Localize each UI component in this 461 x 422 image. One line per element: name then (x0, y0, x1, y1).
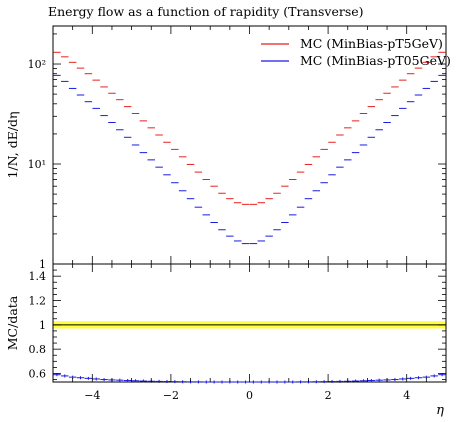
ratio-axis-label: MC/data (5, 295, 20, 350)
y-axis-label: 1/N, dE/dη (5, 111, 20, 178)
y-tick-label: 10² (28, 58, 46, 71)
ratio-tick-label: 0.8 (29, 343, 47, 356)
x-tick-label: 2 (325, 389, 332, 402)
ratio-tick-label: 0.6 (29, 367, 47, 380)
x-tick-label: 4 (403, 389, 410, 402)
axis-ticks: −4 −2 0 2 4 1 10¹ 10² 0.6 0.8 1 1.2 1.4 (28, 26, 447, 402)
x-tick-label: 0 (246, 389, 253, 402)
chart-title: Energy flow as a function of rapidity (T… (48, 4, 364, 19)
ratio-tick-label: 1 (39, 319, 46, 332)
ratio-tick-label: 1.2 (29, 294, 47, 307)
ratio-reference-band (53, 321, 446, 329)
y-tick-label: 10¹ (28, 158, 46, 171)
x-tick-label: −4 (84, 389, 100, 402)
x-axis-label: η (436, 403, 444, 418)
legend-label-pt5: MC (MinBias-pT5GeV) (300, 36, 443, 51)
legend: MC (MinBias-pT5GeV) MC (MinBias-pT05GeV) (261, 36, 451, 68)
y-tick-label: 1 (39, 258, 46, 271)
x-tick-label: −2 (163, 389, 179, 402)
main-series-marks (53, 51, 446, 245)
legend-label-pt05: MC (MinBias-pT05GeV) (300, 53, 451, 68)
ratio-tick-label: 1.4 (29, 270, 47, 283)
